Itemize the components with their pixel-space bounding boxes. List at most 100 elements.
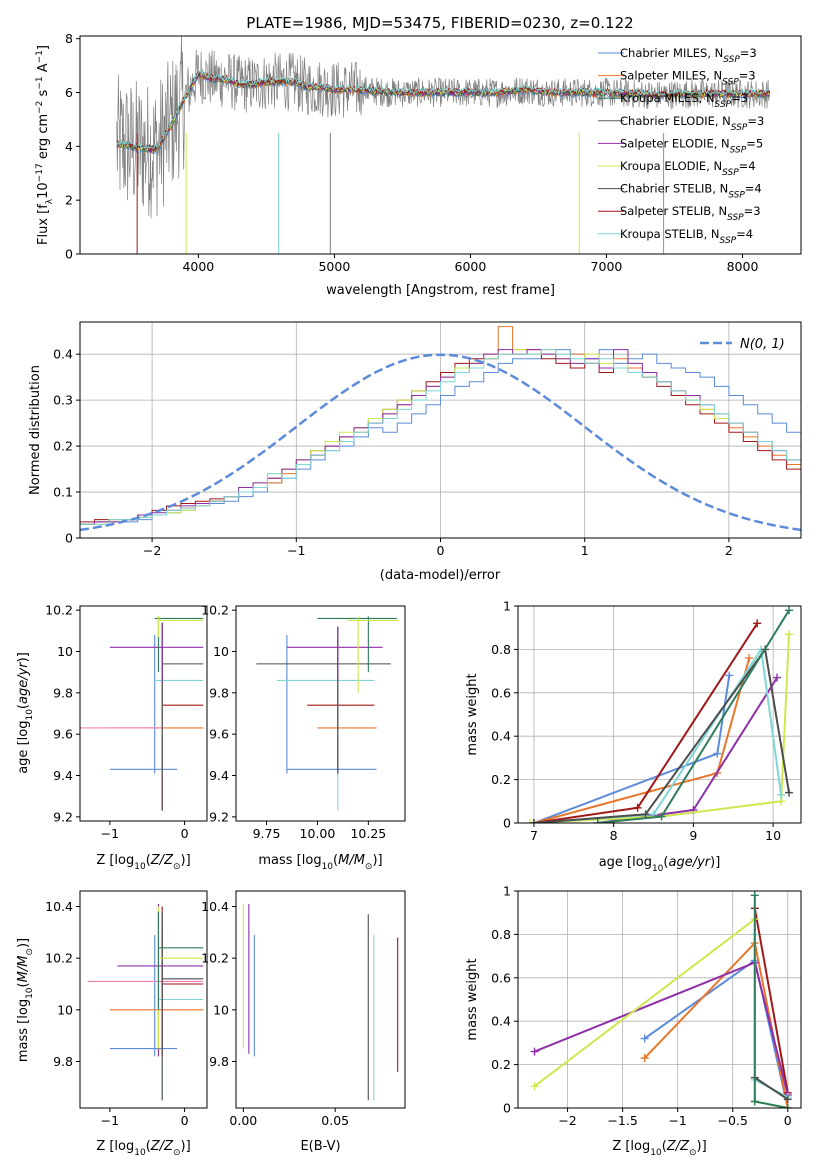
label-part: mass [log <box>258 853 321 868</box>
weight-line <box>533 657 751 823</box>
weight-line <box>534 961 789 1096</box>
y-tick-label: 0.8 <box>491 927 511 942</box>
legend-label: N(0, 1) <box>740 337 785 352</box>
histogram-series <box>80 349 801 538</box>
axis-label: Kroupa STELIB, NSSP=4 <box>620 227 753 246</box>
y-tick-label: 4 <box>65 139 73 154</box>
axis-label: Salpeter ELODIE, NSSP=5 <box>620 136 763 155</box>
label-part: −2 <box>35 101 45 114</box>
label-part: SSP <box>722 168 739 178</box>
label-part: Z [log <box>96 1139 134 1154</box>
label-part: s <box>36 89 51 100</box>
x-tick-label: −2 <box>558 1113 576 1128</box>
y-tick-label: 0.3 <box>53 393 73 408</box>
x-tick-label: 7000 <box>591 259 623 274</box>
weight-line <box>529 634 790 823</box>
y-tick-label: 0.6 <box>491 970 511 985</box>
panel-age_vs_mass: 9.75 10.00 10.25 9.2 9.4 9.6 9.8 10 10.2 mass [lo… <box>201 603 406 872</box>
y-axis-label: mass weight <box>465 673 480 755</box>
label-part: SSP <box>728 191 745 201</box>
label-part: =3 <box>740 46 757 60</box>
y-tick-label: 10 <box>57 1002 73 1017</box>
x-tick-label: −1 <box>287 543 305 558</box>
weight-marker <box>783 1104 792 1108</box>
x-tick-label: 0 <box>437 543 445 558</box>
y-tick-label: 0.4 <box>491 729 511 744</box>
y-tick-label: 9.4 <box>53 768 73 783</box>
y-axis-label: mass weight <box>465 958 480 1040</box>
x-tick-label: −1 <box>668 1113 686 1128</box>
x-tick-label: 0 <box>784 1113 792 1128</box>
plot-area <box>80 616 204 811</box>
axis-label: Z [log10(Z/Z⊙)] <box>612 1139 706 1158</box>
y-tick-label: 1 <box>503 599 511 614</box>
panel-weight_vs_Z: −2 −1.5 −1 −0.5 0 0 0.2 0.4 0.6 0.8 1 mass weight Z … <box>465 884 802 1158</box>
y-tick-label: 10 <box>213 1002 229 1017</box>
label-part: Z [log <box>96 853 134 868</box>
axis-label: Chabrier STELIB, NSSP=4 <box>620 182 762 201</box>
y-tick-label: 1 <box>503 884 511 899</box>
label-part: Flux [f <box>36 204 51 245</box>
histogram-series <box>80 349 801 538</box>
weight-marker <box>640 1054 649 1063</box>
axis-label: mass [log10(M/M⊙)] <box>16 938 35 1062</box>
label-part: Chabrier ELODIE, N <box>620 114 731 128</box>
y-tick-label: 9.4 <box>209 768 229 783</box>
label-part: Salpeter ELODIE, N <box>620 136 730 150</box>
plot-area <box>530 891 792 1108</box>
label-part: ( <box>16 704 31 709</box>
weight-marker <box>713 749 722 758</box>
x-axis-label: E(B-V) <box>300 1139 340 1154</box>
x-tick-label: 8 <box>610 828 618 843</box>
label-part: 10 <box>25 987 35 999</box>
plot-area <box>525 606 794 823</box>
y-tick-label: 0.2 <box>53 439 73 454</box>
x-tick-label: −0.5 <box>718 1113 748 1128</box>
label-part: ( <box>146 853 151 868</box>
label-part: SSP <box>723 55 740 65</box>
label-part: SSP <box>730 145 747 155</box>
axes-frame <box>79 605 208 822</box>
label-part: Z/Z <box>666 1139 690 1154</box>
label-part: )] <box>181 853 191 868</box>
y-tick-label: 9.8 <box>53 1054 73 1069</box>
weight-line <box>597 677 778 823</box>
x-tick-label: −1 <box>101 826 119 841</box>
x-tick-label: 6000 <box>455 259 487 274</box>
label-part: =3 <box>744 204 761 218</box>
x-axis-label: wavelength [Angstrom, rest frame] <box>326 283 555 298</box>
weight-marker <box>657 812 666 821</box>
label-part: ( <box>16 982 31 987</box>
y-axis-label: Normed distribution <box>28 365 43 495</box>
panel-mass_vs_ebv: 0.00 0.05 9.8 10 10.2 10.4 E(B-V) <box>201 890 406 1154</box>
label-part: 10 <box>650 1148 662 1158</box>
weight-marker <box>745 654 754 663</box>
axes-frame <box>235 890 406 1109</box>
y-tick-label: 10 <box>213 644 229 659</box>
y-tick-label: 9.6 <box>53 727 73 742</box>
x-tick-label: 0 <box>181 826 189 841</box>
gaussian-curve <box>80 353 801 532</box>
y-tick-label: 2 <box>65 193 73 208</box>
y-tick-label: 0 <box>65 247 73 262</box>
label-part: )] <box>710 855 720 870</box>
label-part: M/M <box>338 853 365 868</box>
label-part: ( <box>333 853 338 868</box>
label-part: ⊙ <box>25 948 35 956</box>
label-part: Z/Z <box>150 853 174 868</box>
plot-area <box>87 903 204 1101</box>
label-part: Chabrier STELIB, N <box>620 182 728 196</box>
x-tick-label: 10 <box>765 828 781 843</box>
weight-marker <box>725 671 734 680</box>
y-tick-label: 9.8 <box>53 685 73 700</box>
axis-label: Salpeter STELIB, NSSP=3 <box>620 204 761 223</box>
label-part: )] <box>372 853 382 868</box>
histogram-series <box>80 349 801 538</box>
histogram-series <box>80 349 801 538</box>
label-part: M/M <box>16 956 31 983</box>
label-part: Salpeter STELIB, N <box>620 204 727 218</box>
x-tick-label: −2 <box>143 543 161 558</box>
x-tick-label: 10.25 <box>350 826 386 841</box>
x-tick-label: 5000 <box>318 259 350 274</box>
